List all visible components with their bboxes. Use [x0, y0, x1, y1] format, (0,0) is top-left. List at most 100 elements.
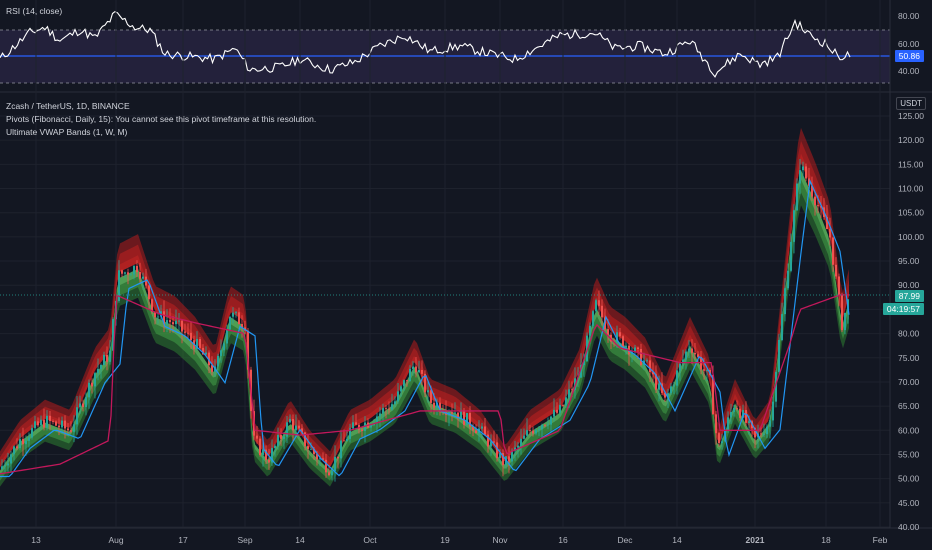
candle-body [646, 360, 648, 362]
candle-body [493, 441, 495, 443]
candle-body [31, 428, 33, 438]
price-tick-label: 80.00 [898, 329, 920, 339]
candle-body [298, 425, 300, 429]
pivots-legend[interactable]: Pivots (Fibonacci, Daily, 15): You canno… [6, 114, 317, 124]
candle-body [616, 332, 618, 342]
candle-body [163, 311, 165, 325]
candle-body [715, 414, 717, 434]
candle-body [763, 434, 765, 435]
candle-body [472, 426, 474, 431]
candle-body [406, 380, 408, 382]
price-tag: 87.99 [894, 290, 924, 302]
candle-body [58, 425, 60, 428]
candle-body [208, 352, 210, 366]
candle-body [787, 270, 789, 289]
candle-body [205, 352, 207, 355]
time-tick-label: Nov [492, 535, 508, 545]
candle-body [265, 449, 267, 460]
time-axis[interactable]: 13 Aug 17 Sep 14 Oct 19 Nov 16 Dec 14 2021 18 Feb [31, 535, 887, 545]
candle-body [361, 429, 363, 431]
candle-body [13, 446, 15, 455]
candle-body [817, 205, 819, 207]
candle-body [19, 439, 21, 449]
currency-button[interactable]: USDT [896, 97, 926, 110]
candle-body [607, 329, 609, 335]
candle-body [439, 402, 441, 412]
symbol-legend[interactable]: Zcash / TetherUS, 1D, BINANCE [6, 101, 130, 111]
candle-body [100, 364, 102, 370]
candle-body [283, 436, 285, 439]
candle-body [484, 426, 486, 435]
candle-body [712, 375, 714, 415]
candle-body [313, 448, 315, 455]
price-axis[interactable]: 125.00 120.00 115.00 110.00 105.00 100.00 95.0… [898, 111, 924, 532]
candle-body [637, 347, 639, 349]
candle-body [622, 336, 624, 348]
candle-body [271, 448, 273, 463]
rsi-legend[interactable]: RSI (14, close) [6, 6, 63, 16]
candle-body [190, 332, 192, 341]
candle-body [85, 397, 87, 408]
time-tick-label: 13 [31, 535, 41, 545]
candle-body [523, 435, 525, 439]
price-tick-label: 55.00 [898, 449, 920, 459]
candle-body [589, 325, 591, 336]
time-tick-label: Feb [873, 535, 888, 545]
candle-body [247, 330, 249, 370]
candle-body [508, 456, 510, 462]
candle-body [586, 335, 588, 362]
price-tick-label: 50.00 [898, 474, 920, 484]
candle-body [451, 412, 453, 414]
candle-body [343, 440, 345, 442]
candle-body [811, 185, 813, 197]
candle-body [682, 359, 684, 364]
candle-body [268, 459, 270, 463]
candle-body [388, 408, 390, 410]
vwap-legend[interactable]: Ultimate VWAP Bands (1, W, M) [6, 127, 128, 137]
candle-body [826, 216, 828, 230]
candle-body [154, 311, 156, 318]
candle-body [832, 237, 834, 265]
candle-body [769, 420, 771, 427]
vwap-band [0, 127, 849, 468]
candle-body [355, 422, 357, 425]
candle-body [499, 453, 501, 459]
candle-body [424, 373, 426, 393]
candle-body [7, 463, 9, 466]
candle-body [466, 413, 468, 425]
candle-body [676, 370, 678, 386]
candle-body [118, 270, 120, 301]
candle-body [592, 311, 594, 326]
candle-body [46, 415, 48, 428]
candle-body [334, 456, 336, 472]
candle-body [331, 471, 333, 476]
candle-body [640, 348, 642, 365]
candle-body [463, 410, 465, 425]
candle-body [688, 348, 690, 352]
candle-body [814, 196, 816, 206]
candle-body [112, 319, 114, 351]
candle-body [529, 430, 531, 431]
candle-body [370, 425, 372, 428]
candle-body [94, 373, 96, 387]
candle-body [502, 453, 504, 466]
price-tick-label: 60.00 [898, 425, 920, 435]
candle-body [742, 410, 744, 418]
candle-body [1, 466, 3, 469]
candle-body [778, 340, 780, 373]
candle-body [808, 178, 810, 186]
candle-body [820, 206, 822, 208]
candle-body [226, 329, 228, 344]
candle-body [238, 312, 240, 325]
candle-body [496, 442, 498, 459]
candle-body [187, 332, 189, 334]
candle-body [328, 472, 330, 476]
candle-body [433, 402, 435, 408]
candle-body [397, 391, 399, 402]
price-tick-label: 125.00 [898, 111, 924, 121]
candle-body [61, 420, 63, 428]
candle-body [736, 407, 738, 409]
candle-body [838, 276, 840, 296]
candle-body [40, 419, 42, 426]
